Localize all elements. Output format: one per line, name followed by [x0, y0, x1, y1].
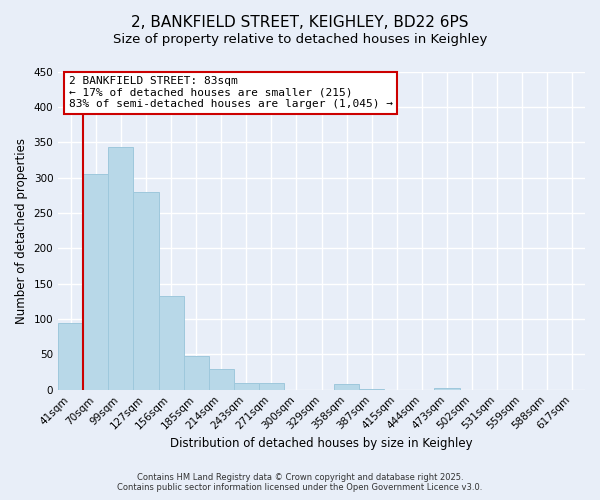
Bar	[83, 174, 109, 390]
Bar	[334, 384, 359, 390]
Bar	[109, 147, 133, 390]
Text: 2, BANKFIELD STREET, KEIGHLEY, BD22 6PS: 2, BANKFIELD STREET, KEIGHLEY, BD22 6PS	[131, 15, 469, 30]
Bar	[184, 356, 209, 390]
Bar	[58, 322, 83, 390]
Text: Contains HM Land Registry data © Crown copyright and database right 2025.
Contai: Contains HM Land Registry data © Crown c…	[118, 473, 482, 492]
Bar	[434, 388, 460, 390]
Bar	[133, 192, 158, 390]
Bar	[209, 368, 234, 390]
Text: Size of property relative to detached houses in Keighley: Size of property relative to detached ho…	[113, 32, 487, 46]
Bar	[359, 389, 385, 390]
Y-axis label: Number of detached properties: Number of detached properties	[15, 138, 28, 324]
Bar	[259, 384, 284, 390]
X-axis label: Distribution of detached houses by size in Keighley: Distribution of detached houses by size …	[170, 437, 473, 450]
Bar	[158, 296, 184, 390]
Text: 2 BANKFIELD STREET: 83sqm
← 17% of detached houses are smaller (215)
83% of semi: 2 BANKFIELD STREET: 83sqm ← 17% of detac…	[69, 76, 393, 110]
Bar	[234, 382, 259, 390]
